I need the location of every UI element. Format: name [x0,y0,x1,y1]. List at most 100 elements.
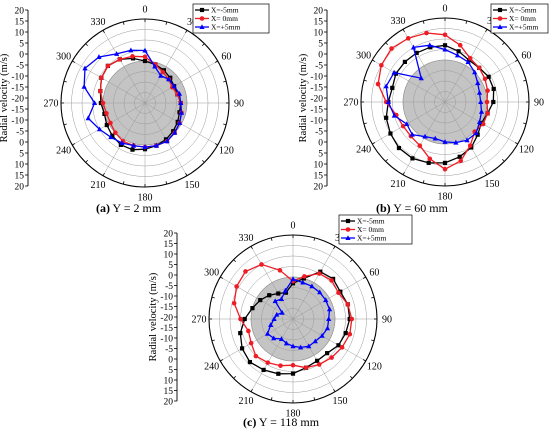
data-point [379,62,384,68]
data-point [315,358,320,363]
angle-label: 210 [91,180,106,191]
data-point [100,100,106,106]
data-point [282,287,288,293]
data-point [329,355,334,360]
polar-grid [361,18,529,186]
data-point [457,42,463,48]
data-point [248,340,254,346]
angle-tick-mark [122,21,125,25]
angle-label: 120 [519,145,534,156]
data-point [326,316,332,321]
data-point [152,63,158,69]
data-point [339,345,345,350]
legend-swatch-marker [497,7,503,13]
data-point [442,43,448,48]
grid-spoke [144,30,188,104]
grid-spoke [444,59,518,103]
series-X+5mm [383,42,485,145]
legend-swatch-marker [345,218,351,224]
radial-tick-label: 15 [15,171,25,181]
data-point [456,49,461,54]
data-point [96,126,103,132]
radial-axis: 20151050-5-10-15-20-15-10-505101520Radia… [148,229,178,407]
series-X+5mm [264,276,333,350]
angle-tick-mark [372,59,376,62]
angle-tick-mark [85,43,89,47]
angle-label: 120 [219,146,234,157]
angle-tick-mark [85,159,89,163]
angle-tick-mark [362,276,366,279]
grid-spoke [292,318,336,392]
grid-spoke [444,29,488,103]
grid-spoke [372,101,446,145]
y-axis-label: Radial velocity (m/s) [148,272,159,361]
radial-tick-label: -15 [11,105,24,115]
data-point [171,83,177,89]
data-point [473,130,479,136]
radial-tick-label: 0 [168,271,173,281]
data-point [409,131,415,137]
data-point [98,88,103,94]
data-point [85,115,91,121]
data-point [476,65,482,71]
data-point [319,333,325,338]
data-point [388,131,393,136]
data-point [426,160,431,165]
data-point [303,365,309,370]
data-point [476,89,483,95]
angle-tick-mark [214,60,218,63]
data-point [250,306,255,311]
data-point [410,156,415,161]
panel-caption-letter: (a) [96,201,110,215]
data-point [402,59,408,65]
angle-label: 300 [56,52,71,63]
data-point [442,166,448,172]
data-point [96,54,102,59]
radial-tick-label: 0 [19,138,24,148]
angle-tick-mark [270,237,273,241]
data-point [108,120,113,126]
grid-spoke [292,276,366,320]
data-point [178,109,185,115]
data-point [172,129,178,135]
grid-spoke [444,101,488,175]
legend-swatch-marker [345,227,351,232]
data-point [142,54,148,60]
panel-caption-letter: (c) [243,415,256,429]
data-point [336,290,341,296]
data-point [458,158,464,164]
data-point [231,300,237,306]
angle-tick-mark [223,80,227,83]
angle-label: 330 [91,17,106,28]
data-point [119,140,125,146]
data-point [345,302,351,307]
grid-spoke [402,29,446,103]
angle-tick-mark [402,29,405,33]
legend-label: X=+5mm [509,23,538,32]
data-point [176,90,183,96]
angle-label: 90 [382,315,392,326]
panel-caption: (b) Y = 60 mm [376,201,449,215]
data-point [375,81,381,87]
radial-tick-label: 5 [19,149,24,159]
data-point [418,75,424,81]
data-point [454,52,461,58]
data-point [343,331,348,336]
data-point [274,311,280,317]
angle-tick-mark [102,172,105,176]
radial-tick-label: -15 [11,83,24,93]
data-point [391,112,397,118]
radial-tick-label: 10 [15,28,25,38]
angle-label: 300 [204,268,219,279]
data-point [482,76,488,82]
angle-tick-mark [313,237,316,241]
angle-tick-mark [385,42,389,46]
panel-caption: (c) Y = 118 mm [243,415,320,429]
angle-tick-mark [402,171,405,175]
data-point [258,298,263,303]
data-point [467,56,473,61]
data-point [142,58,148,64]
